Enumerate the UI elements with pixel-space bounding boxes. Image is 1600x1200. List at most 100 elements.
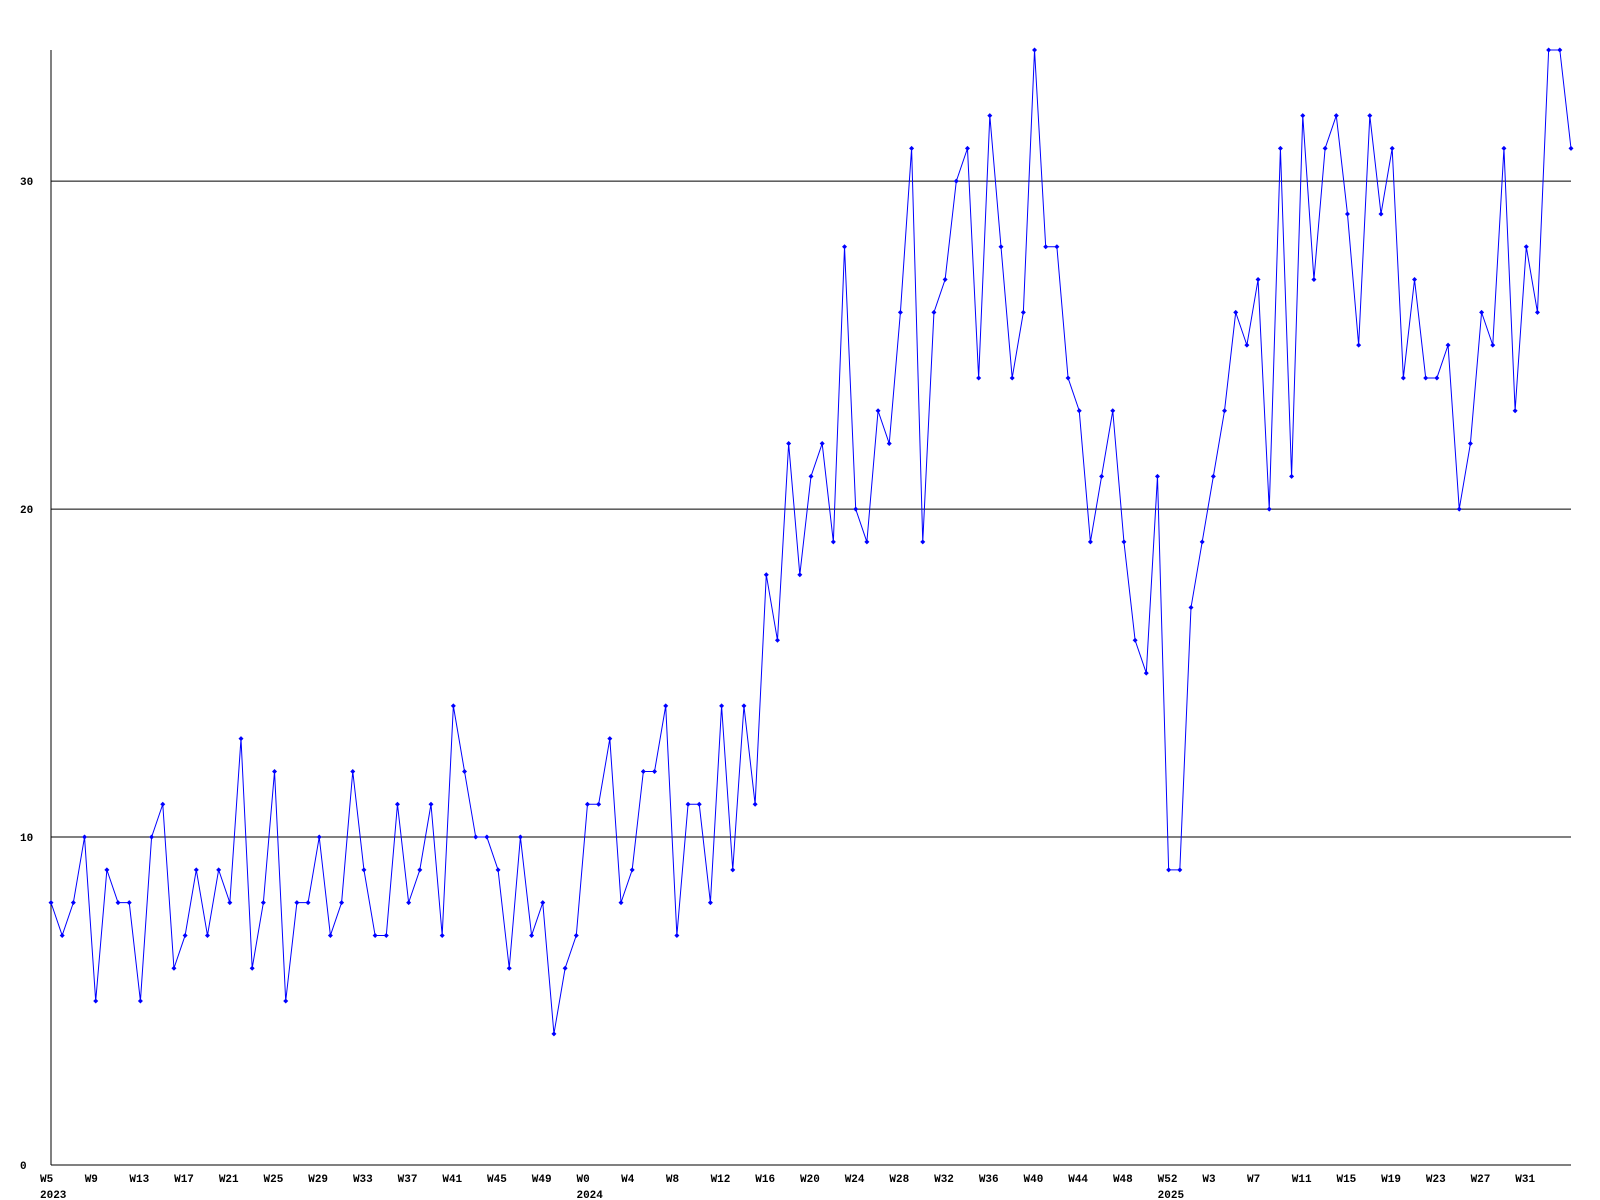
point-marker [1054,244,1060,250]
point-marker [1389,145,1395,151]
point-marker [1199,539,1205,545]
point-marker [1121,539,1127,545]
point-marker [1322,145,1328,151]
y-tick-label: 30 [20,177,33,189]
point-marker [1043,244,1049,250]
point-marker [819,441,825,447]
point-marker [920,539,926,545]
point-marker [93,998,99,1004]
x-tick-label: W37 [398,1174,418,1186]
x-tick-label: W27 [1471,1174,1491,1186]
point-marker [1110,408,1116,414]
point-marker [1210,473,1216,479]
point-marker [361,867,367,873]
point-marker [160,801,166,807]
point-marker [182,932,188,938]
point-marker [1557,47,1563,53]
point-marker [1512,408,1518,414]
x-tick-label: W29 [308,1174,328,1186]
point-marker [1456,506,1462,512]
point-marker [1076,408,1082,414]
x-tick-label: W19 [1381,1174,1401,1186]
point-marker [417,867,423,873]
x-tick-label: W21 [219,1174,239,1186]
point-marker [394,801,400,807]
x-tick-label: W48 [1113,1174,1133,1186]
point-marker [294,900,300,906]
point-marker [730,867,736,873]
point-marker [1087,539,1093,545]
x-tick-label: W32 [934,1174,954,1186]
point-marker [774,637,780,643]
y-tick-label: 20 [20,505,33,517]
point-marker [529,932,535,938]
x-tick-label: W7 [1247,1174,1260,1186]
point-marker [1479,309,1485,315]
point-marker [1367,113,1373,119]
point-marker [59,932,65,938]
point-marker [495,867,501,873]
point-marker [238,736,244,742]
point-marker [562,965,568,971]
x-tick-label: W11 [1292,1174,1312,1186]
y-tick-label: 10 [20,833,33,845]
point-marker [1266,506,1272,512]
point-marker [1568,145,1574,151]
point-marker [1020,309,1026,315]
point-marker [842,244,848,250]
point-marker [685,801,691,807]
point-marker [864,539,870,545]
point-marker [126,900,132,906]
point-marker [249,965,255,971]
point-marker [964,145,970,151]
point-marker [283,998,289,1004]
point-marker [350,768,356,774]
point-marker [1032,47,1038,53]
point-marker [439,932,445,938]
x-tick-label: W9 [85,1174,98,1186]
point-marker [473,834,479,840]
x-tick-label: W25 [264,1174,284,1186]
point-marker [696,801,702,807]
x-tick-label: W20 [800,1174,820,1186]
point-marker [171,965,177,971]
x-tick-label: W5 [40,1174,54,1186]
point-marker [339,900,345,906]
point-marker [640,768,646,774]
point-marker [931,309,937,315]
x-year-label: 2023 [40,1190,67,1200]
x-tick-label: W4 [621,1174,635,1186]
point-marker [663,703,669,709]
point-marker [327,932,333,938]
x-tick-label: W40 [1024,1174,1044,1186]
point-marker [1412,277,1418,283]
point-marker [797,572,803,578]
point-marker [953,178,959,184]
point-marker [1244,342,1250,348]
point-marker [48,900,54,906]
point-marker [584,801,590,807]
x-tick-label: W23 [1426,1174,1446,1186]
point-marker [1143,670,1149,676]
x-year-label: 2024 [576,1190,603,1200]
point-marker [216,867,222,873]
point-marker [618,900,624,906]
point-marker [786,441,792,447]
x-tick-label: W28 [889,1174,909,1186]
point-marker [1177,867,1183,873]
x-tick-label: W15 [1336,1174,1356,1186]
y-tick-label: 0 [20,1161,27,1173]
point-marker [1546,47,1552,53]
point-marker [204,932,210,938]
x-tick-label: W12 [711,1174,731,1186]
point-marker [1255,277,1261,283]
point-marker [1333,113,1339,119]
x-tick-label: W41 [442,1174,462,1186]
point-marker [1009,375,1015,381]
point-marker [853,506,859,512]
point-marker [462,768,468,774]
x-tick-label: W45 [487,1174,507,1186]
x-tick-label: W52 [1158,1174,1178,1186]
x-tick-label: W13 [129,1174,149,1186]
point-marker [1311,277,1317,283]
